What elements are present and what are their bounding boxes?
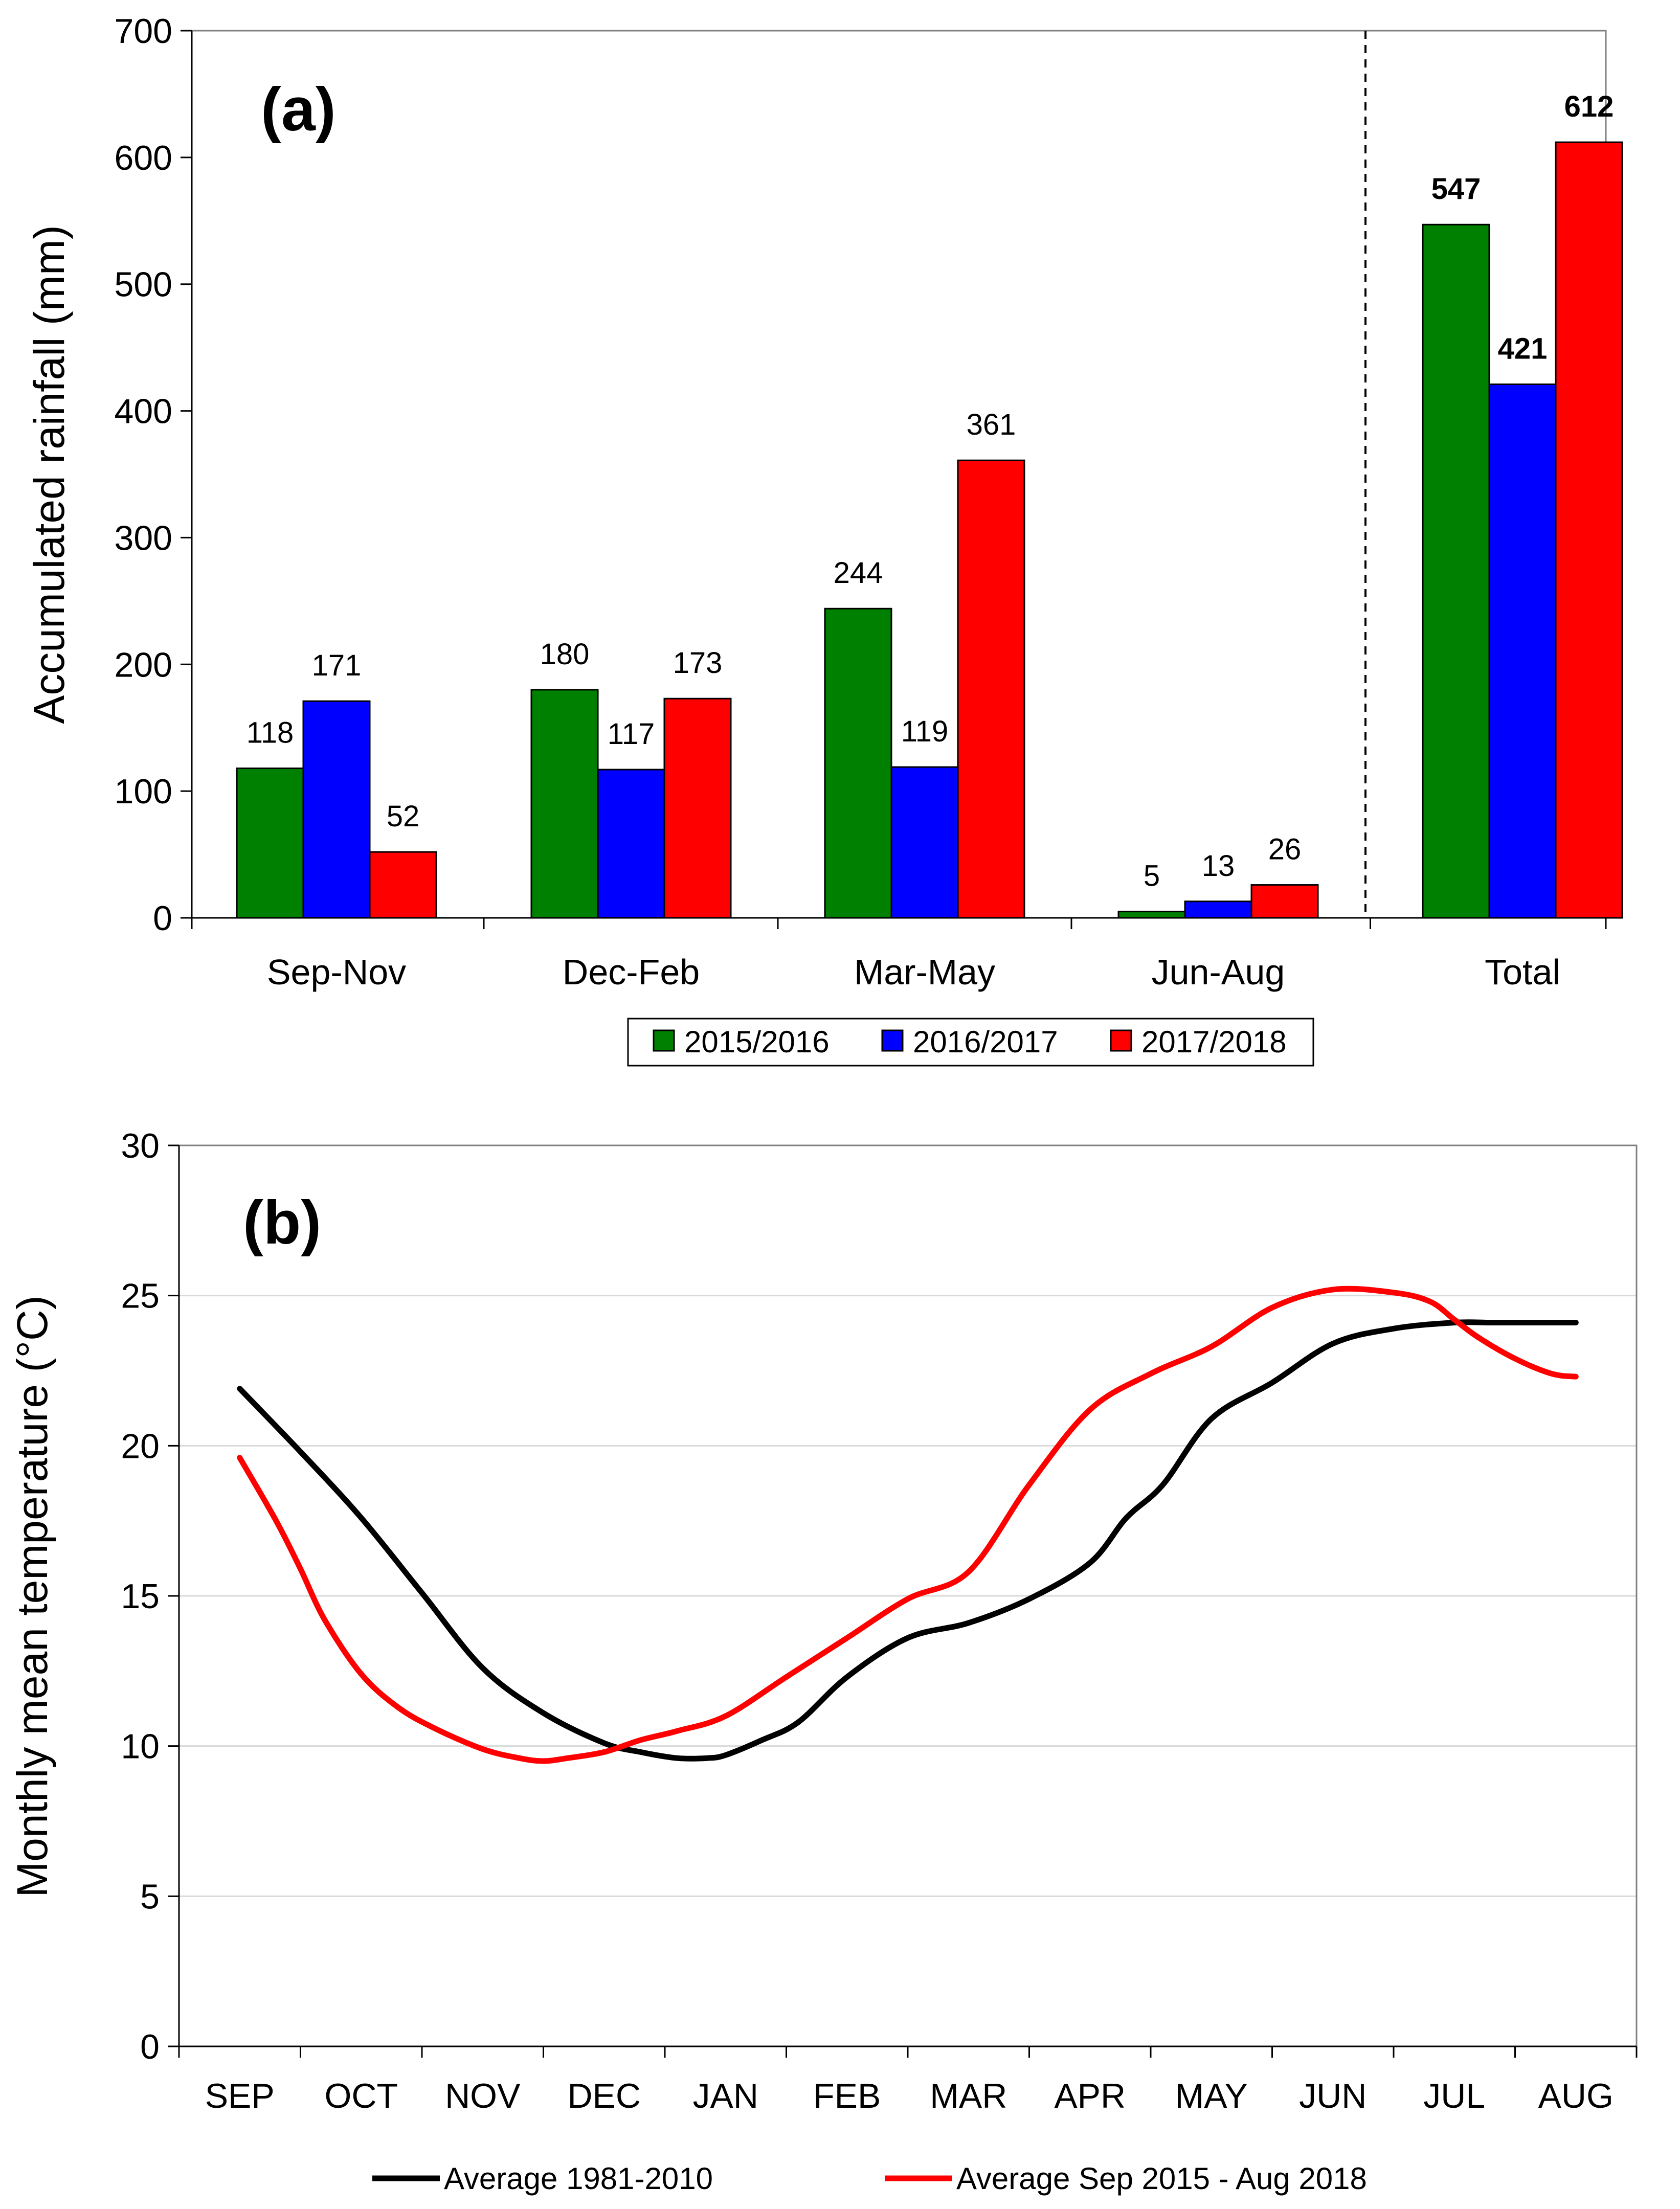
line-x-tick-label-aug: AUG	[1538, 2077, 1614, 2115]
bar-y-tick-label: 500	[115, 265, 172, 304]
bar-chart-x-ticks: Sep-Nov Dec-Feb Mar-May Jun-Aug Total	[191, 918, 1607, 992]
bar-y-tick-label: 100	[115, 772, 172, 811]
line-chart-gridlines	[179, 1295, 1637, 1897]
rainfall-bar-chart: 118 180 244 5 547 171 117 119 13 421 52 173 361 26 612…	[25, 12, 1623, 1067]
bar-2017-2018-jun-aug	[1250, 884, 1319, 919]
line-y-tick-label: 30	[121, 1126, 160, 1165]
line-y-tick-label: 0	[140, 2027, 160, 2066]
bar-chart-legend: 2015/2016 2016/2017 2017/2018	[627, 1018, 1314, 1067]
bar-y-tick-label: 0	[153, 899, 172, 938]
bar-value-label-2016-2017-total: 421	[1498, 332, 1548, 366]
panel-a-label: (a)	[261, 75, 336, 144]
line-x-tick-label-nov: NOV	[445, 2077, 521, 2115]
bar-value-label-2016-2017-sep-nov: 171	[312, 649, 362, 682]
bar-2017-2018-dec-feb	[663, 697, 732, 919]
line-y-tick-label: 25	[121, 1277, 160, 1316]
bar-x-tick-label-jun-aug: Jun-Aug	[1152, 952, 1285, 992]
bar-2016-2017-dec-feb	[597, 769, 665, 919]
bar-value-label-2017-2018-jun-aug: 26	[1268, 833, 1302, 866]
bar-2017-2018-sep-nov	[369, 851, 437, 919]
bar-value-label-2015-2016-mar-may: 244	[834, 556, 883, 590]
panel-b-label: (b)	[243, 1188, 321, 1257]
bar-2016-2017-mar-may	[890, 766, 959, 919]
bar-y-tick-label: 300	[115, 519, 172, 557]
bar-2015-2016-mar-may	[824, 607, 892, 919]
line-x-tick-label-jun: JUN	[1299, 2077, 1367, 2115]
line-x-tick-label-jan: JAN	[693, 2077, 758, 2115]
bar-chart-y-axis-title: Accumulated rainfall (mm)	[25, 225, 73, 724]
line-x-tick-label-apr: APR	[1054, 2077, 1126, 2115]
line-x-tick-label-sep: SEP	[205, 2077, 275, 2115]
legend-swatch-2015-2016	[653, 1029, 675, 1052]
bar-value-label-2017-2018-mar-may: 361	[967, 408, 1016, 441]
line-chart-legend: Average 1981-2010 Average Sep 2015 - Aug…	[372, 2161, 1367, 2196]
bar-2015-2016-dec-feb	[530, 689, 599, 919]
line-chart-y-axis-title: Monthly mean temperature (°C)	[8, 1295, 56, 1897]
legend-label-2015-2016: 2015/2016	[684, 1025, 830, 1059]
temperature-line-chart: 0 5 10 15 20 25 30 SEP OCT NOV DEC JAN FEB MAR APR MAY…	[8, 1126, 1638, 2196]
bar-value-label-2016-2017-dec-feb: 117	[608, 717, 655, 751]
line-y-tick-label: 20	[121, 1427, 160, 1466]
line-chart-x-ticks: SEP OCT NOV DEC JAN FEB MAR APR MAY JUN JUL AUG	[178, 2046, 1638, 2115]
line-chart-y-ticks: 0 5 10 15 20 25 30	[121, 1126, 179, 2066]
bar-2017-2018-total	[1555, 141, 1623, 919]
legend-label-2017-2018: 2017/2018	[1141, 1025, 1287, 1059]
line-x-tick-label-may: MAY	[1175, 2077, 1248, 2115]
line-series-average-sep-2015-aug-2018	[237, 1286, 1579, 1764]
line-x-tick-label-mar: MAR	[930, 2077, 1007, 2115]
legend-label-average-1981-2010: Average 1981-2010	[444, 2161, 713, 2196]
bar-value-label-2017-2018-dec-feb: 173	[673, 646, 723, 680]
bar-x-tick-label-mar-may: Mar-May	[854, 952, 995, 992]
legend-label-2016-2017: 2016/2017	[913, 1025, 1058, 1059]
bar-value-label-2015-2016-total: 547	[1431, 172, 1481, 206]
bar-value-label-2017-2018-sep-nov: 52	[387, 800, 420, 833]
bar-y-tick-label: 600	[115, 139, 172, 177]
legend-label-average-recent: Average Sep 2015 - Aug 2018	[956, 2161, 1367, 2196]
bar-y-tick-label: 200	[115, 645, 172, 684]
bar-value-label-2015-2016-sep-nov: 118	[247, 716, 294, 750]
legend-swatch-2016-2017	[881, 1029, 904, 1052]
bar-2015-2016-jun-aug	[1117, 911, 1186, 919]
bar-x-tick-label-total: Total	[1485, 952, 1560, 992]
bar-chart-y-ticks: 0 100 200 300 400 500 600 700	[115, 12, 192, 938]
line-series-average-1981-2010	[237, 1319, 1579, 1762]
bar-value-label-2017-2018-total: 612	[1564, 90, 1614, 123]
line-chart-series	[237, 1286, 1579, 1764]
bar-x-tick-label-sep-nov: Sep-Nov	[267, 952, 406, 992]
bar-y-tick-label: 400	[115, 392, 172, 431]
bar-value-label-2015-2016-dec-feb: 180	[540, 638, 590, 671]
line-x-tick-label-feb: FEB	[813, 2077, 881, 2115]
bar-value-label-2015-2016-jun-aug: 5	[1144, 860, 1160, 893]
bar-2015-2016-sep-nov	[236, 768, 304, 919]
bar-value-label-2016-2017-mar-may: 119	[901, 715, 948, 748]
line-x-tick-label-dec: DEC	[567, 2077, 641, 2115]
bar-2015-2016-total	[1422, 223, 1490, 919]
line-x-tick-label-jul: JUL	[1423, 2077, 1485, 2115]
bar-2016-2017-sep-nov	[302, 700, 371, 919]
bar-chart-bars	[236, 141, 1623, 919]
bar-value-label-2016-2017-jun-aug: 13	[1202, 849, 1235, 883]
line-y-tick-label: 10	[121, 1727, 160, 1766]
line-y-tick-label: 5	[140, 1877, 160, 1916]
bar-2017-2018-mar-may	[957, 459, 1025, 919]
line-y-tick-label: 15	[121, 1577, 160, 1616]
bar-chart-legend-box	[627, 1018, 1314, 1067]
bar-x-tick-label-dec-feb: Dec-Feb	[563, 952, 700, 992]
legend-swatch-2017-2018	[1110, 1029, 1132, 1052]
bar-y-tick-label: 700	[115, 12, 172, 51]
line-x-tick-label-oct: OCT	[324, 2077, 398, 2115]
bar-2016-2017-jun-aug	[1184, 900, 1252, 919]
bar-chart-value-labels: 118 180 244 5 547 171 117 119 13 421 52 173 361 26 612	[247, 90, 1614, 892]
bar-2016-2017-total	[1488, 384, 1557, 919]
